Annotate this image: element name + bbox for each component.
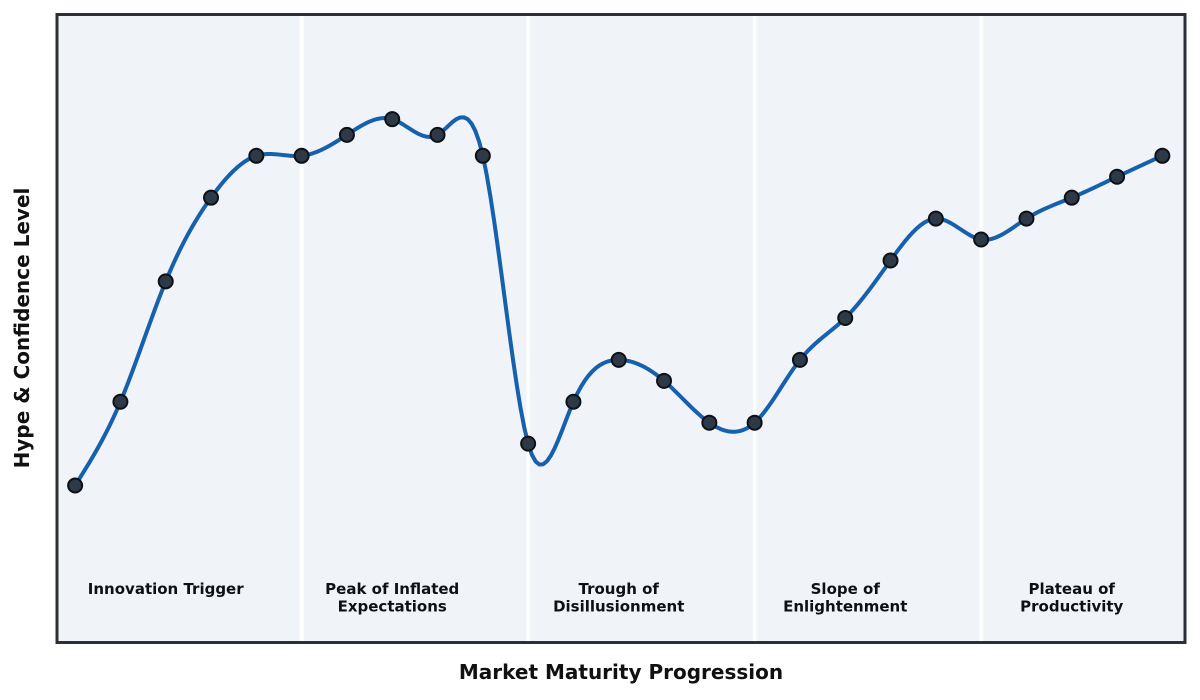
data-point-marker xyxy=(338,126,355,143)
data-point-marker xyxy=(1018,210,1035,227)
data-point-marker xyxy=(927,210,944,227)
data-point-marker xyxy=(474,147,491,164)
y-axis-label: Hype & Confidence Level xyxy=(10,187,34,469)
data-point-marker xyxy=(565,393,582,410)
data-point-marker xyxy=(112,393,129,410)
data-point-marker xyxy=(746,414,763,431)
data-point-marker xyxy=(1109,168,1126,185)
data-point-marker xyxy=(203,189,220,206)
data-point-marker xyxy=(656,372,673,389)
data-point-marker xyxy=(837,310,854,327)
phase-label: Plateau of Productivity xyxy=(1020,580,1123,616)
data-point-marker xyxy=(429,126,446,143)
x-axis-label: Market Maturity Progression xyxy=(458,660,784,684)
data-point-marker xyxy=(791,351,808,368)
data-point-marker xyxy=(1063,189,1080,206)
data-point-marker xyxy=(882,252,899,269)
data-point-marker xyxy=(701,414,718,431)
data-point-marker xyxy=(610,351,627,368)
plot-area xyxy=(57,14,1185,643)
phase-label: Innovation Trigger xyxy=(88,580,244,598)
data-point-marker xyxy=(248,147,265,164)
data-point-marker xyxy=(1154,147,1171,164)
data-point-marker xyxy=(520,435,537,452)
phase-label: Peak of Inflated Expectations xyxy=(325,580,459,616)
phase-label: Slope of Enlightenment xyxy=(783,580,907,616)
data-point-marker xyxy=(973,231,990,248)
plot-border xyxy=(55,13,1187,644)
data-point-marker xyxy=(384,111,401,128)
phase-label: Trough of Disillusionment xyxy=(553,580,684,616)
data-point-marker xyxy=(293,147,310,164)
data-point-marker xyxy=(157,273,174,290)
data-point-marker xyxy=(67,477,84,494)
